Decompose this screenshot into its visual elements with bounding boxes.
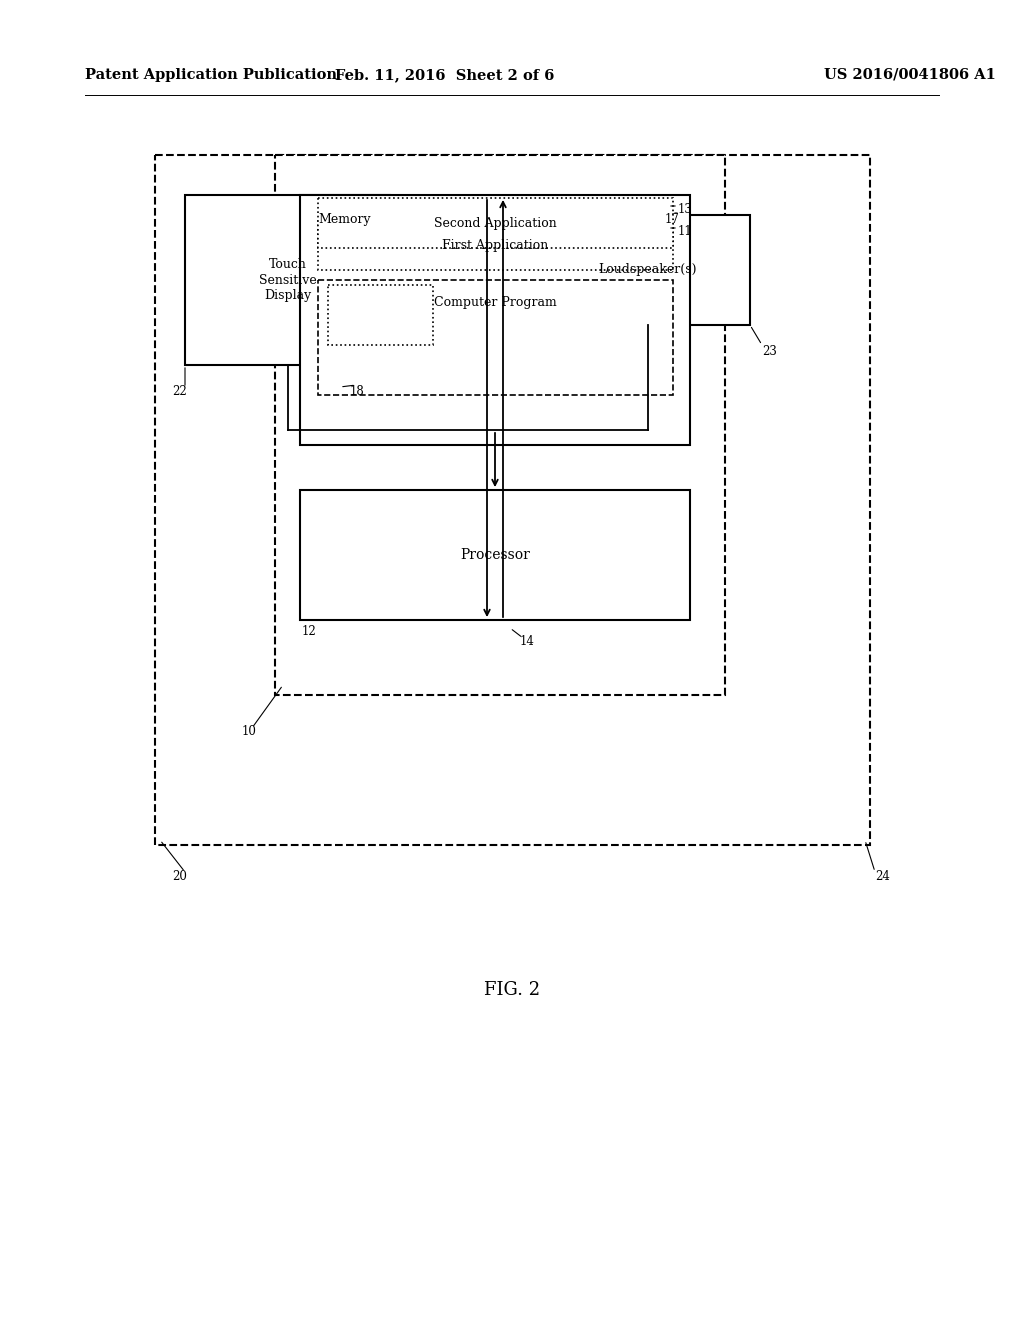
Text: 23: 23 <box>762 345 777 358</box>
Text: 10: 10 <box>242 725 257 738</box>
Text: 14: 14 <box>520 635 535 648</box>
Text: 12: 12 <box>302 624 316 638</box>
Bar <box>318 198 673 248</box>
Bar <box>275 154 725 696</box>
Bar <box>300 195 690 445</box>
Text: Processor: Processor <box>460 548 530 562</box>
Bar <box>155 154 870 845</box>
Text: 24: 24 <box>874 870 890 883</box>
Bar <box>318 280 673 395</box>
Bar <box>328 285 433 345</box>
Text: 20: 20 <box>172 870 186 883</box>
Text: Memory: Memory <box>318 213 371 226</box>
Text: Computer Program: Computer Program <box>434 296 557 309</box>
Text: US 2016/0041806 A1: US 2016/0041806 A1 <box>824 69 996 82</box>
Text: FIG. 2: FIG. 2 <box>484 981 540 999</box>
Bar <box>185 195 390 366</box>
Text: 11: 11 <box>678 224 693 238</box>
Text: Patent Application Publication: Patent Application Publication <box>85 69 337 82</box>
Bar <box>300 490 690 620</box>
Text: 22: 22 <box>172 385 186 399</box>
Text: Second Application: Second Application <box>434 216 557 230</box>
Text: Touch
Sensitive
Display: Touch Sensitive Display <box>259 259 316 301</box>
Text: Feb. 11, 2016  Sheet 2 of 6: Feb. 11, 2016 Sheet 2 of 6 <box>335 69 555 82</box>
Text: 13: 13 <box>678 203 693 216</box>
Text: First Application: First Application <box>442 239 549 252</box>
Text: Loudspeaker(s): Loudspeaker(s) <box>598 264 696 276</box>
Bar <box>318 220 673 271</box>
Text: 18: 18 <box>350 385 365 399</box>
Text: 17: 17 <box>666 213 680 226</box>
Bar <box>545 215 750 325</box>
